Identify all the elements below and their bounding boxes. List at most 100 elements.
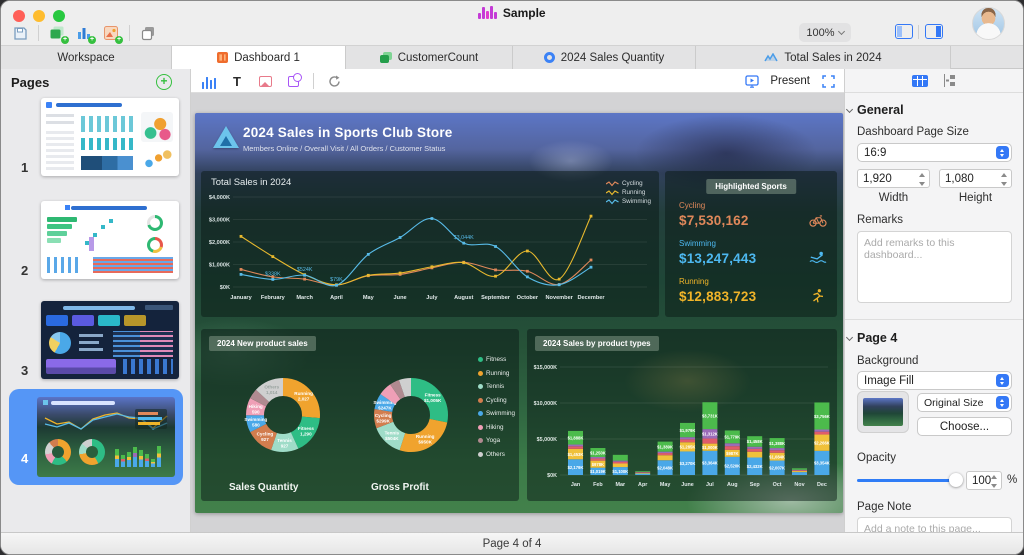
tab-workspace[interactable]: Workspace xyxy=(1,46,172,69)
copy-button[interactable] xyxy=(139,25,157,41)
svg-text:$1,100K: $1,100K xyxy=(612,469,628,474)
background-select[interactable]: Image Fill xyxy=(857,371,1012,390)
tab-label: 2024 Sales Quantity xyxy=(560,51,665,64)
save-button[interactable] xyxy=(11,25,29,41)
bar-segment-fitness xyxy=(747,436,763,447)
opacity-label: Opacity xyxy=(857,452,896,464)
metric-label: Cycling xyxy=(679,201,706,210)
slider-knob[interactable] xyxy=(949,473,963,487)
svg-text:$15,000K: $15,000K xyxy=(534,365,557,371)
height-input[interactable]: 1,080 xyxy=(939,169,1012,188)
stepper-icon xyxy=(990,475,998,488)
bar-segment-fitness xyxy=(568,430,583,445)
slider-track xyxy=(857,478,957,482)
bar-segment-swimming xyxy=(702,450,718,475)
total-sales-line-panel[interactable]: Total Sales in 2024 Cycling Running Swimmi… xyxy=(201,171,659,317)
width-input[interactable]: 1,920 xyxy=(857,169,930,188)
stepper-icon xyxy=(996,374,1009,387)
tab-customercount[interactable]: CustomerCount xyxy=(346,46,513,69)
toolbar-divider xyxy=(129,25,130,41)
image-size-select[interactable]: Original Size xyxy=(917,393,1012,412)
general-section-header[interactable]: General xyxy=(845,103,904,117)
choose-image-button[interactable]: Choose... xyxy=(917,417,1012,436)
minimize-window-button[interactable] xyxy=(33,10,45,22)
new-product-sales-panel[interactable]: 2024 New product sales Running 2,027 Fitne… xyxy=(201,329,519,501)
svg-text:December: December xyxy=(577,295,605,301)
page-4-section-header[interactable]: Page 4 xyxy=(845,331,897,345)
user-avatar[interactable] xyxy=(972,7,1005,40)
present-icon[interactable] xyxy=(744,73,760,89)
add-chart-button[interactable]: + xyxy=(75,25,96,44)
dashboard-page[interactable]: 2024 Sales in Sports Club Store Members … xyxy=(195,113,843,513)
bar-segment-hiking xyxy=(747,448,763,452)
page-thumbnail-4-selected[interactable]: 4 xyxy=(9,389,183,485)
svg-text:$1,285K: $1,285K xyxy=(680,445,696,450)
page-thumbnail-3[interactable] xyxy=(41,301,179,379)
fullscreen-icon[interactable] xyxy=(820,73,836,89)
image-size-value: Original Size xyxy=(924,396,984,409)
present-button[interactable]: Present xyxy=(770,75,810,87)
highlighted-sports-card[interactable]: Highlighted Sports Cycling $7,530,162 Sw… xyxy=(665,171,837,317)
svg-text:$524K: $524K xyxy=(297,267,313,273)
gross-profit-label: Gross Profit xyxy=(371,482,429,493)
status-bar: Page 4 of 4 xyxy=(1,532,1023,554)
add-page-button[interactable]: + xyxy=(156,74,172,90)
highlighted-running-row: Running $12,883,723 xyxy=(679,277,827,304)
tab-dashboard-1[interactable]: Dashboard 1 xyxy=(172,46,346,69)
insert-text-button[interactable]: T xyxy=(233,73,241,89)
width-label: Width xyxy=(878,192,909,204)
svg-text:590: 590 xyxy=(252,409,260,414)
toggle-left-panel-button[interactable] xyxy=(895,24,913,39)
page-size-select[interactable]: 16:9 xyxy=(857,143,1012,162)
metric-value: $13,247,443 xyxy=(679,250,757,266)
insert-chart-button[interactable] xyxy=(201,73,217,89)
tab-total-sales-in-2024[interactable]: Total Sales in 2024 xyxy=(696,46,951,69)
page-thumbnail-2[interactable] xyxy=(41,201,179,279)
store-logo-icon xyxy=(213,126,239,148)
opacity-input[interactable]: 100 xyxy=(966,471,1002,490)
add-image-button[interactable]: + xyxy=(102,25,123,44)
page-settings-tab-icon[interactable] xyxy=(912,74,928,87)
metric-label: Swimming xyxy=(679,239,716,248)
bar-segment-hiking xyxy=(657,453,673,456)
page-thumbnail-4[interactable] xyxy=(37,397,175,477)
svg-text:1,290: 1,290 xyxy=(300,432,312,437)
page-thumbnail-1[interactable] xyxy=(41,98,179,176)
background-image-preview[interactable] xyxy=(857,391,909,433)
bar-segment-fitness xyxy=(680,422,695,438)
zoom-level-select[interactable]: 100% xyxy=(799,23,851,42)
line-series-running xyxy=(239,214,593,287)
svg-text:July: July xyxy=(426,295,438,301)
refresh-button[interactable] xyxy=(326,73,342,89)
toggle-right-panel-button[interactable] xyxy=(925,24,943,39)
svg-text:$1,000K: $1,000K xyxy=(702,445,718,450)
donut-chart-icon xyxy=(543,52,555,63)
bar-segment-running xyxy=(635,472,651,474)
add-table-button[interactable]: + xyxy=(48,25,69,44)
structure-tab-icon[interactable] xyxy=(942,74,956,87)
svg-text:Feb: Feb xyxy=(593,482,603,488)
insert-shape-button[interactable] xyxy=(285,72,302,89)
chevron-down-icon xyxy=(837,27,845,36)
bar-segment-fitness xyxy=(612,454,628,461)
close-window-button[interactable] xyxy=(13,10,25,22)
zoom-window-button[interactable] xyxy=(53,10,65,22)
donut-panel-title: 2024 New product sales xyxy=(209,336,316,351)
donut-segment-running xyxy=(374,378,448,452)
svg-text:$2,266K: $2,266K xyxy=(814,440,830,445)
zoom-level-value: 100% xyxy=(806,26,835,39)
svg-text:$2,007K: $2,007K xyxy=(769,466,785,471)
opacity-slider[interactable] xyxy=(857,473,963,487)
tab-2024-sales-quantity[interactable]: 2024 Sales Quantity xyxy=(513,46,696,69)
legend-item-fitness: Fitness xyxy=(477,353,515,367)
page-size-label: Dashboard Page Size xyxy=(857,126,969,138)
sales-by-product-panel[interactable]: 2024 Sales by product types $0K $5,000K $1… xyxy=(527,329,837,501)
toolbar-divider xyxy=(918,25,919,39)
page-note-textarea[interactable]: Add a note to this page... xyxy=(857,517,1012,534)
svg-text:$2,000K: $2,000K xyxy=(209,240,230,246)
remarks-textarea[interactable]: Add remarks to this dashboard... xyxy=(857,231,1012,303)
svg-text:$247K: $247K xyxy=(378,405,392,410)
insert-image-button[interactable] xyxy=(257,73,273,89)
app-title-text: Sample xyxy=(502,6,546,20)
app-logo-icon xyxy=(478,6,497,19)
